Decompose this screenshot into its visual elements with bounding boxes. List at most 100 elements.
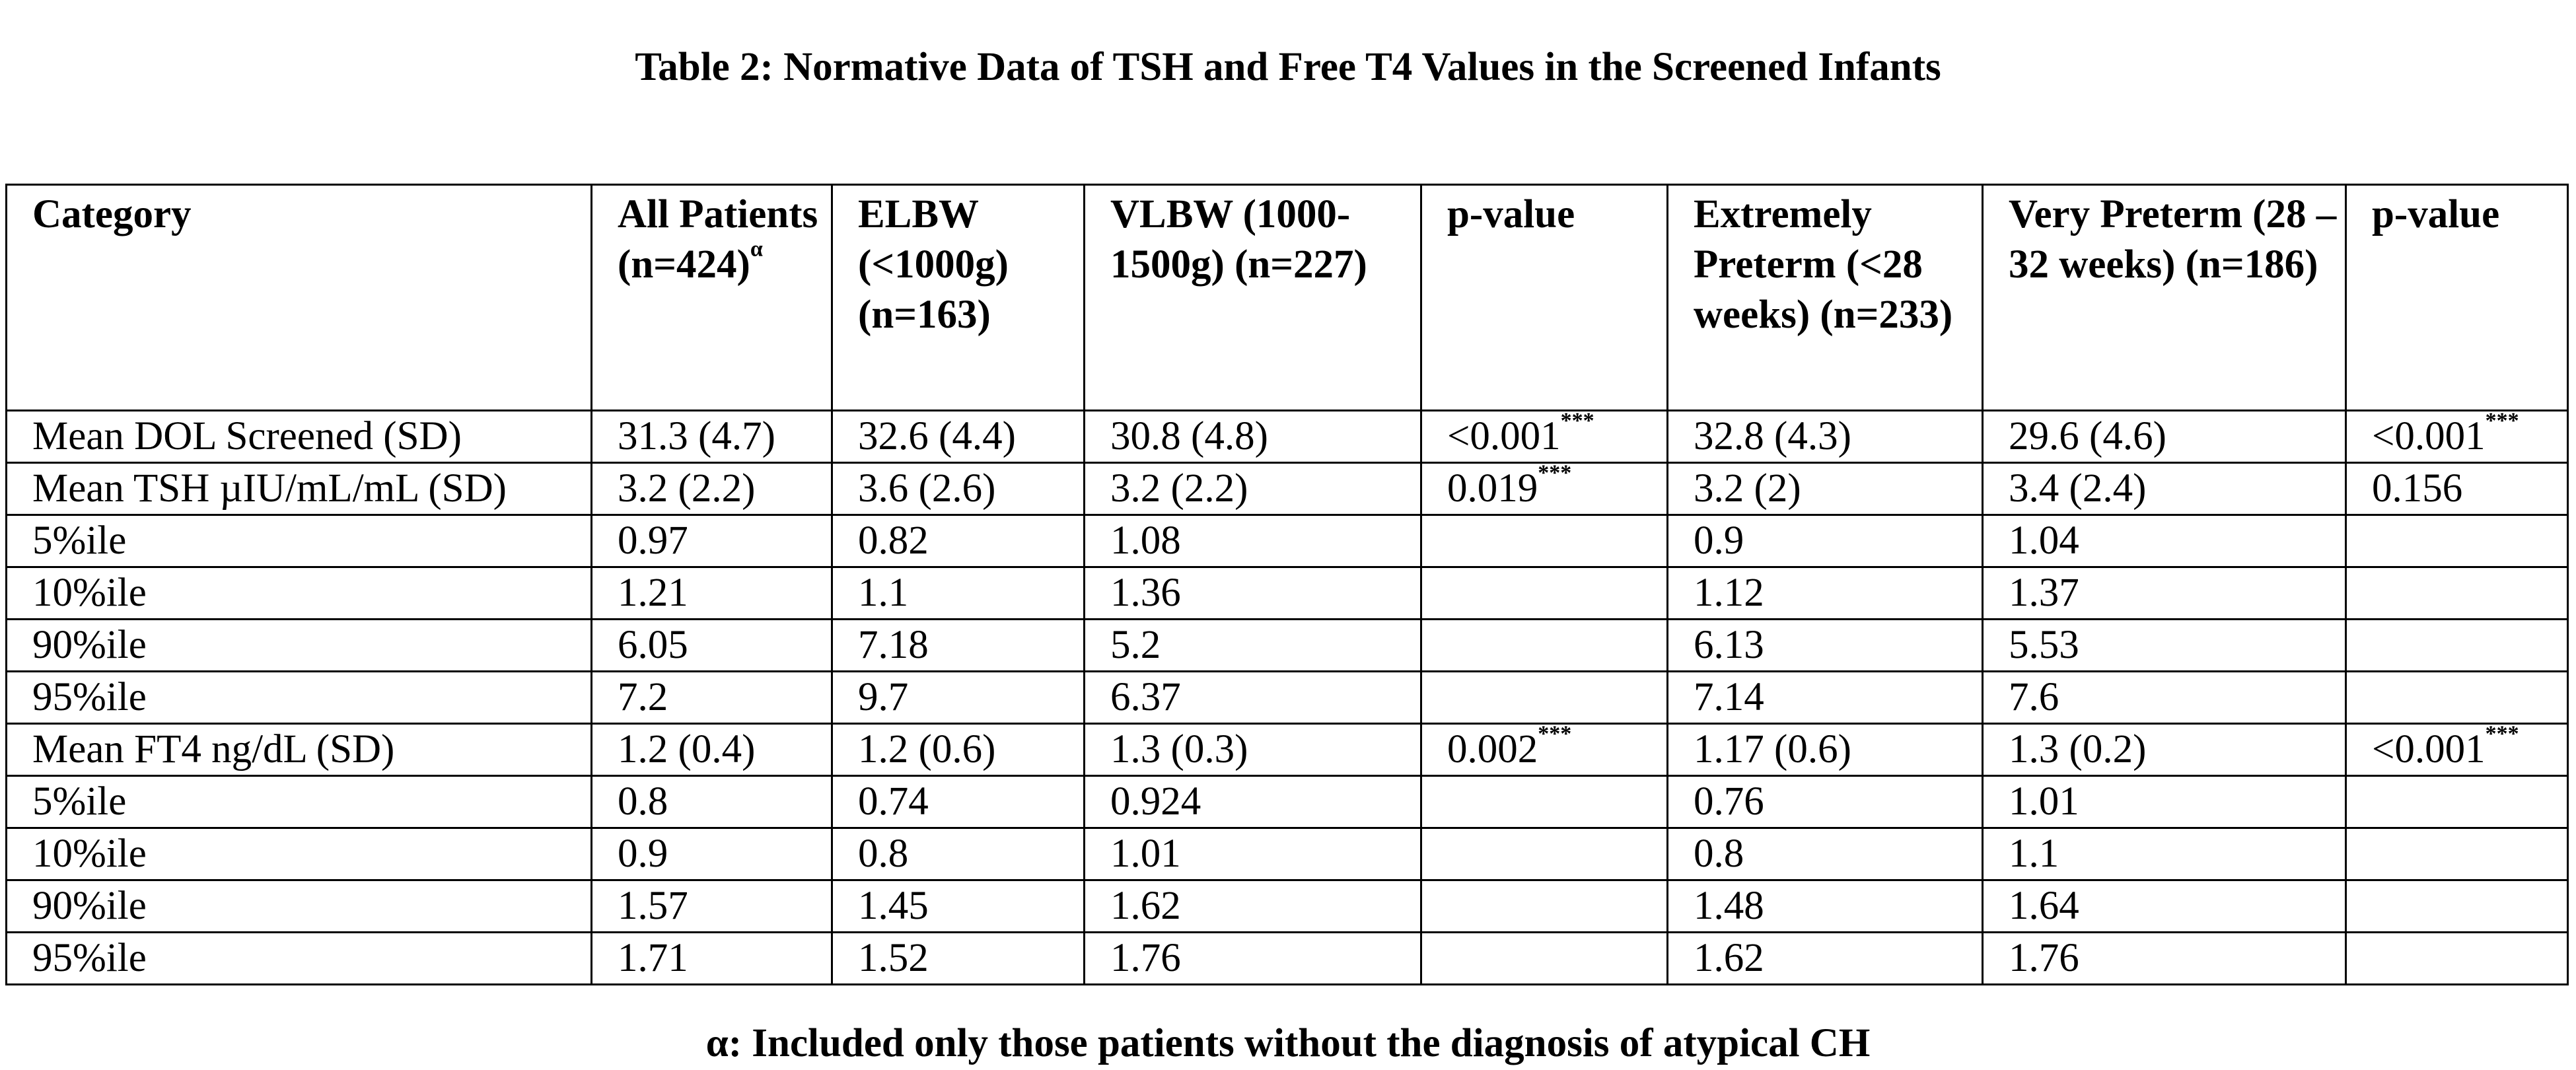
table-cell: 1.36 xyxy=(1083,567,1422,620)
table-row: Mean FT4 ng/dL (SD) 1.2 (0.4) 1.2 (0.6) … xyxy=(5,723,2569,777)
header-all-patients: All Patients (n=424)α xyxy=(590,184,833,411)
header-vlbw: VLBW (1000-1500g) (n=227) xyxy=(1083,184,1422,411)
table-cell: 29.6 (4.6) xyxy=(1982,410,2347,464)
table-row: 90%ile 6.05 7.18 5.2 6.13 5.53 xyxy=(5,619,2569,672)
table-cell: 0.9 xyxy=(1666,515,1984,568)
table-cell: 1.37 xyxy=(1982,567,2347,620)
table-cell: 1.3 (0.3) xyxy=(1083,723,1422,777)
row-label: Mean FT4 ng/dL (SD) xyxy=(5,723,592,777)
table-cell: 0.8 xyxy=(590,775,833,829)
table-cell: 1.64 xyxy=(1982,880,2347,933)
header-very-preterm: Very Preterm (28 – 32 weeks) (n=186) xyxy=(1982,184,2347,411)
p-value-cell xyxy=(1420,775,1668,829)
table-footnote: α: Included only those patients without … xyxy=(705,1021,1871,1065)
p-value-cell: <0.001*** xyxy=(1420,410,1668,464)
p-value-cell xyxy=(2345,775,2569,829)
p-value-cell xyxy=(1420,567,1668,620)
row-label: 10%ile xyxy=(5,828,592,881)
p-value-cell xyxy=(2345,828,2569,881)
table-cell: 1.04 xyxy=(1982,515,2347,568)
table-cell: 1.76 xyxy=(1982,932,2347,985)
table-row: 10%ile 0.9 0.8 1.01 0.8 1.1 xyxy=(5,828,2569,881)
table-cell: 0.82 xyxy=(831,515,1085,568)
table-row: 90%ile 1.57 1.45 1.62 1.48 1.64 xyxy=(5,880,2569,933)
table-cell: 1.52 xyxy=(831,932,1085,985)
table-cell: 6.13 xyxy=(1666,619,1984,672)
header-extremely-preterm: Extremely Preterm (<28 weeks) (n=233) xyxy=(1666,184,1984,411)
row-label: 10%ile xyxy=(5,567,592,620)
p-value-cell xyxy=(1420,828,1668,881)
table-cell: 1.1 xyxy=(831,567,1085,620)
table-cell: 1.48 xyxy=(1666,880,1984,933)
section-dol: Mean DOL Screened (SD) 31.3 (4.7) 32.6 (… xyxy=(5,410,2569,464)
table-cell: 0.76 xyxy=(1666,775,1984,829)
table-title: Table 2: Normative Data of TSH and Free … xyxy=(635,45,1941,89)
row-label: 5%ile xyxy=(5,775,592,829)
table-cell: 1.3 (0.2) xyxy=(1982,723,2347,777)
p-value-cell: 0.002*** xyxy=(1420,723,1668,777)
table-cell: 0.924 xyxy=(1083,775,1422,829)
p-value-cell: 0.019*** xyxy=(1420,462,1668,516)
table-cell: 0.9 xyxy=(590,828,833,881)
table-cell: 30.8 (4.8) xyxy=(1083,410,1422,464)
table-cell: 1.01 xyxy=(1083,828,1422,881)
p-value-cell xyxy=(1420,932,1668,985)
table-header-row: Category All Patients (n=424)α ELBW (<10… xyxy=(5,184,2569,411)
table-cell: 1.17 (0.6) xyxy=(1666,723,1984,777)
table-cell: 1.45 xyxy=(831,880,1085,933)
table-cell: 1.1 xyxy=(1982,828,2347,881)
table-row: 5%ile 0.97 0.82 1.08 0.9 1.04 xyxy=(5,515,2569,568)
table-cell: 3.6 (2.6) xyxy=(831,462,1085,516)
table-cell: 7.6 xyxy=(1982,671,2347,725)
p-value-cell xyxy=(1420,880,1668,933)
p-value-cell: <0.001*** xyxy=(2345,410,2569,464)
table-cell: 1.21 xyxy=(590,567,833,620)
row-label: Mean DOL Screened (SD) xyxy=(5,410,592,464)
table-cell: 32.8 (4.3) xyxy=(1666,410,1984,464)
p-value-cell xyxy=(2345,567,2569,620)
p-value-cell xyxy=(2345,671,2569,725)
table-cell: 6.05 xyxy=(590,619,833,672)
table-cell: 3.4 (2.4) xyxy=(1982,462,2347,516)
p-value-cell: <0.001*** xyxy=(2345,723,2569,777)
table-cell: 0.8 xyxy=(1666,828,1984,881)
table-row: Mean TSH µIU/mL/mL (SD) 3.2 (2.2) 3.6 (2… xyxy=(5,462,2569,516)
normative-data-table: Category All Patients (n=424)α ELBW (<10… xyxy=(5,184,2569,985)
header-elbw: ELBW (<1000g) (n=163) xyxy=(831,184,1085,411)
table-cell: 31.3 (4.7) xyxy=(590,410,833,464)
table-cell: 7.18 xyxy=(831,619,1085,672)
table-cell: 1.2 (0.6) xyxy=(831,723,1085,777)
table-cell: 1.62 xyxy=(1083,880,1422,933)
table-cell: 1.08 xyxy=(1083,515,1422,568)
row-label: 90%ile xyxy=(5,880,592,933)
p-value-cell xyxy=(2345,619,2569,672)
table-row: 5%ile 0.8 0.74 0.924 0.76 1.01 xyxy=(5,775,2569,829)
table-row: 95%ile 1.71 1.52 1.76 1.62 1.76 xyxy=(5,932,2569,985)
table-cell: 1.76 xyxy=(1083,932,1422,985)
table-cell: 3.2 (2.2) xyxy=(590,462,833,516)
p-value-cell xyxy=(1420,515,1668,568)
header-p-value-weight: p-value xyxy=(1420,184,1668,411)
section-tsh: Mean TSH µIU/mL/mL (SD) 3.2 (2.2) 3.6 (2… xyxy=(5,462,2569,725)
table-cell: 0.97 xyxy=(590,515,833,568)
section-ft4: Mean FT4 ng/dL (SD) 1.2 (0.4) 1.2 (0.6) … xyxy=(5,723,2569,985)
p-value-cell xyxy=(2345,515,2569,568)
row-label: Mean TSH µIU/mL/mL (SD) xyxy=(5,462,592,516)
table-cell: 1.2 (0.4) xyxy=(590,723,833,777)
table-cell: 1.12 xyxy=(1666,567,1984,620)
table-cell: 5.2 xyxy=(1083,619,1422,672)
header-p-value-age: p-value xyxy=(2345,184,2569,411)
table-cell: 0.74 xyxy=(831,775,1085,829)
p-value-cell xyxy=(2345,932,2569,985)
row-label: 5%ile xyxy=(5,515,592,568)
table-cell: 3.2 (2.2) xyxy=(1083,462,1422,516)
table-row: Mean DOL Screened (SD) 31.3 (4.7) 32.6 (… xyxy=(5,410,2569,464)
table-row: 10%ile 1.21 1.1 1.36 1.12 1.37 xyxy=(5,567,2569,620)
p-value-cell: 0.156 xyxy=(2345,462,2569,516)
p-value-cell xyxy=(1420,671,1668,725)
table-cell: 1.62 xyxy=(1666,932,1984,985)
table-cell: 6.37 xyxy=(1083,671,1422,725)
row-label: 95%ile xyxy=(5,932,592,985)
table-cell: 0.8 xyxy=(831,828,1085,881)
table-cell: 5.53 xyxy=(1982,619,2347,672)
